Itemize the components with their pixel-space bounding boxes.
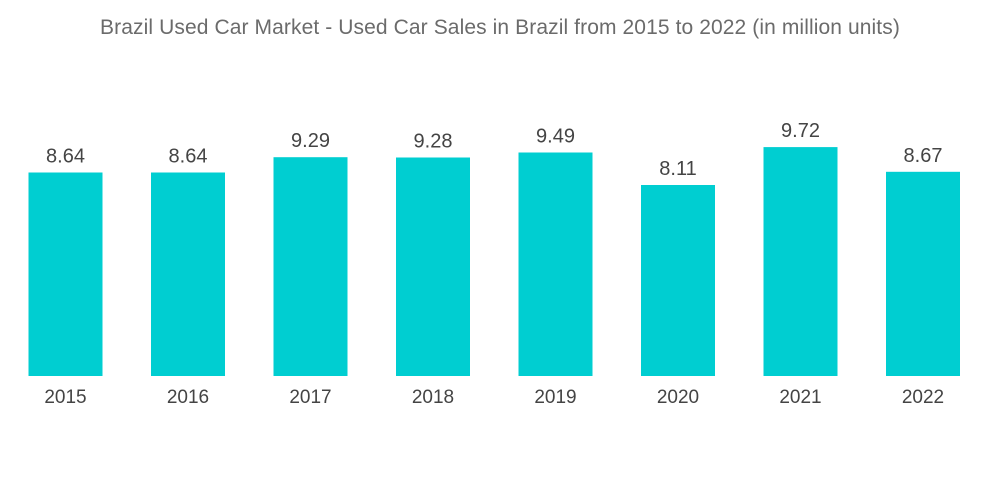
bar-2016 [151, 172, 225, 376]
category-label-2017: 2017 [289, 387, 331, 408]
value-label-2015: 8.64 [46, 146, 85, 168]
bar-2018 [396, 157, 470, 376]
value-label-2016: 8.64 [169, 146, 208, 168]
category-label-2019: 2019 [534, 387, 576, 408]
value-label-2018: 9.28 [414, 131, 453, 153]
bar-2021 [763, 147, 838, 376]
bar-2019 [518, 152, 593, 376]
category-label-2015: 2015 [44, 387, 86, 408]
category-label-2018: 2018 [412, 387, 454, 408]
value-label-2020: 8.11 [659, 158, 696, 180]
value-label-2021: 9.72 [781, 120, 820, 142]
bars-layer [28, 147, 960, 376]
bar-2022 [886, 171, 960, 376]
category-label-2020: 2020 [657, 387, 699, 408]
value-labels-layer: 8.64 8.64 9.29 9.28 9.49 8.11 9.72 8.67 [46, 120, 942, 180]
bar-2015 [28, 172, 103, 376]
value-label-2019: 9.49 [536, 126, 575, 148]
bar-2017 [273, 157, 348, 376]
chart-title: Brazil Used Car Market - Used Car Sales … [100, 16, 900, 39]
bar-2020 [641, 185, 715, 376]
value-label-2022: 8.67 [904, 145, 943, 167]
value-label-2017: 9.29 [291, 130, 330, 152]
category-label-2022: 2022 [902, 387, 944, 408]
category-labels-layer: 2015 2016 2017 2018 2019 2020 2021 2022 [44, 387, 944, 408]
category-label-2016: 2016 [167, 387, 209, 408]
category-label-2021: 2021 [779, 387, 821, 408]
